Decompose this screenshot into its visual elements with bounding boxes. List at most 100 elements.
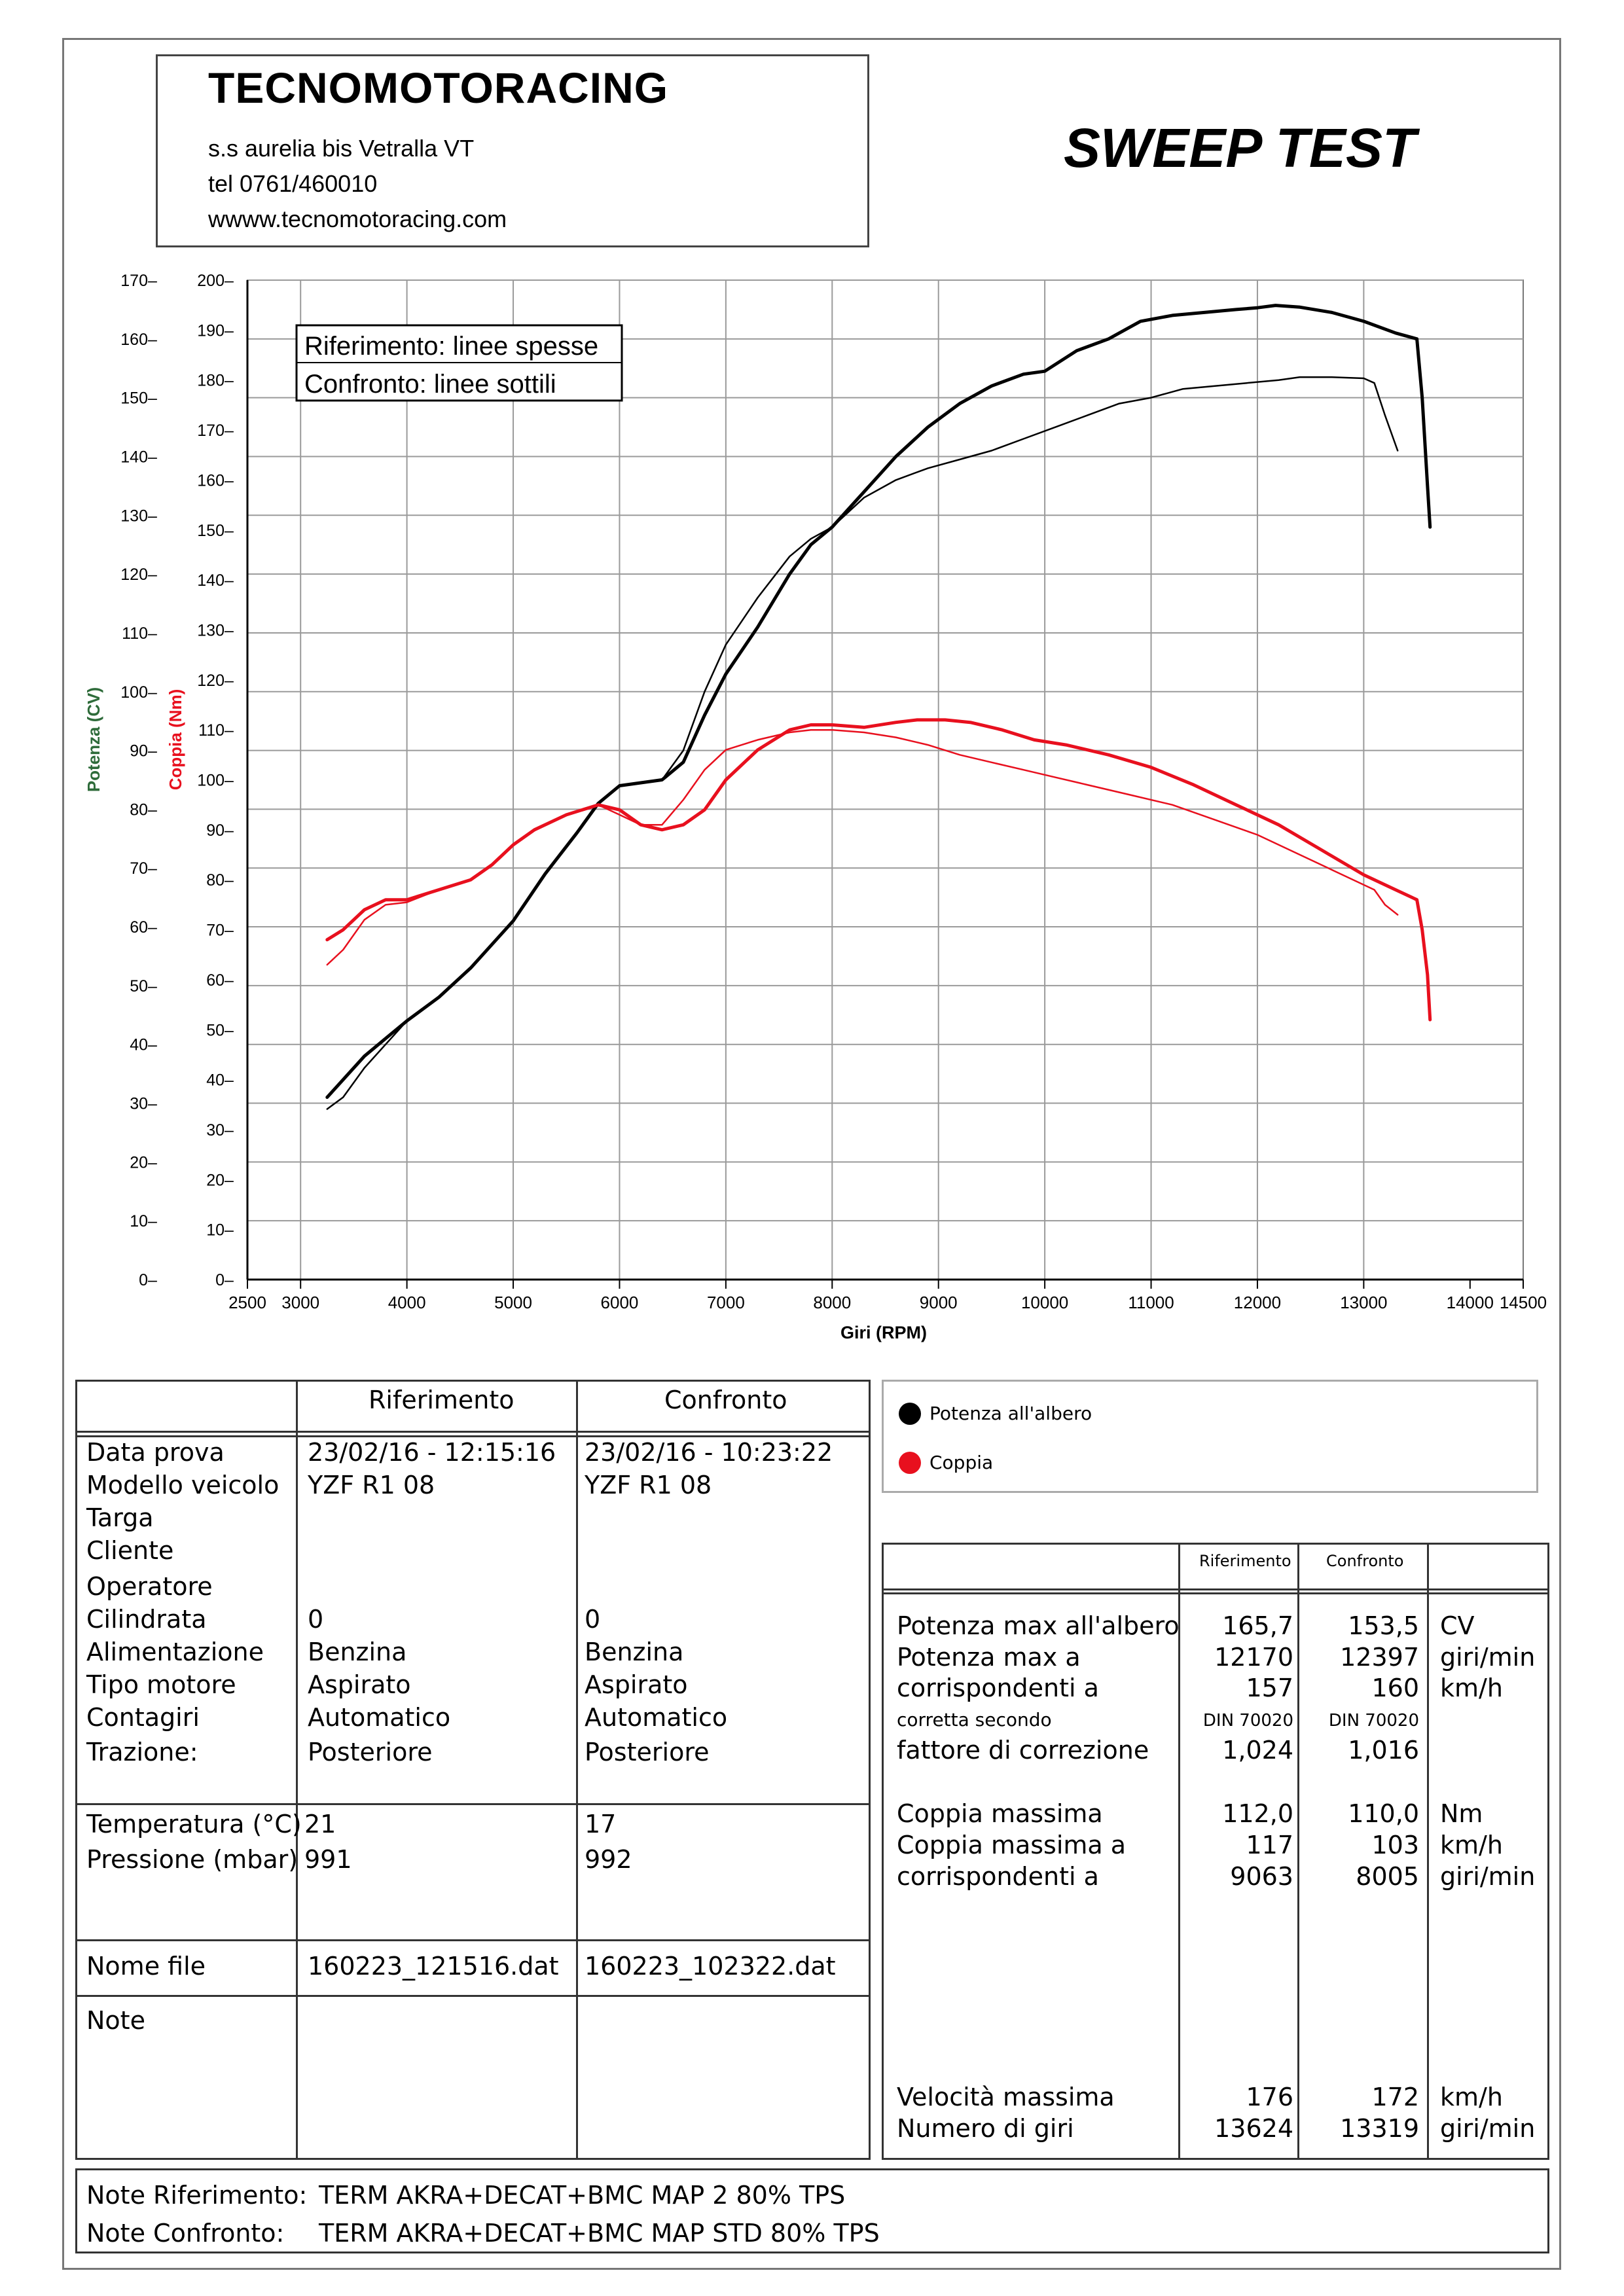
torque-tick-label: 40 bbox=[206, 1071, 225, 1090]
results-header-confronto: Confronto bbox=[1326, 1552, 1404, 1570]
x-axis-label: Giri (RPM) bbox=[840, 1323, 927, 1342]
power-tick-dash: – bbox=[148, 742, 157, 761]
results-table bbox=[882, 1543, 1549, 2160]
company-name: TECNOMOTORACING bbox=[208, 63, 669, 112]
chart-axes: 2500 3000 4000 5000 6000 7000 8000 9000 10000 110… bbox=[120, 272, 1547, 1312]
result-confronto: 153,5 bbox=[1348, 1611, 1419, 1640]
x-tick-label: 14000 bbox=[1447, 1293, 1494, 1312]
power-tick-dash: – bbox=[148, 1212, 157, 1230]
torque-tick-label: 160 bbox=[197, 471, 225, 490]
result-confronto: 160 bbox=[1371, 1674, 1419, 1702]
result-label: Numero di giri bbox=[897, 2114, 1074, 2143]
torque-tick-dash: – bbox=[225, 272, 234, 290]
row-value-confronto: 23/02/16 - 10:23:22 bbox=[585, 1438, 833, 1467]
x-tick-label: 10000 bbox=[1021, 1293, 1068, 1312]
power-tick-label: 80 bbox=[130, 800, 148, 819]
file-riferimento: 160223_121516.dat bbox=[308, 1952, 559, 1981]
power-tick-label: 110 bbox=[122, 624, 148, 643]
row-value-riferimento: Benzina bbox=[308, 1638, 407, 1666]
x-tick-label: 9000 bbox=[920, 1293, 958, 1312]
power-tick-dash: – bbox=[148, 507, 157, 525]
row-value-riferimento: Aspirato bbox=[308, 1670, 411, 1699]
row-value-confronto: Aspirato bbox=[585, 1670, 688, 1699]
row-label: Trazione: bbox=[86, 1738, 198, 1767]
torque-tick-dash: – bbox=[225, 871, 234, 889]
power-tick-label: 70 bbox=[130, 859, 148, 878]
result-label: Potenza max all'albero bbox=[897, 1611, 1180, 1640]
power-tick-dash: – bbox=[148, 918, 157, 937]
torque-tick-dash: – bbox=[225, 621, 234, 639]
page-frame bbox=[62, 38, 1561, 2270]
torque-tick-dash: – bbox=[225, 772, 234, 790]
torque-tick-label: 70 bbox=[206, 922, 225, 940]
result-label: Coppia massima a bbox=[897, 1831, 1127, 1859]
result-confronto: 110,0 bbox=[1348, 1799, 1419, 1828]
result-label: corretta secondo bbox=[897, 1709, 1052, 1731]
result-confronto: 1,016 bbox=[1348, 1736, 1419, 1765]
torque-tick-label: 170 bbox=[197, 422, 225, 440]
power-tick-dash: – bbox=[148, 389, 157, 408]
power-tick-label: 30 bbox=[130, 1095, 148, 1113]
torque-tick-dash: – bbox=[225, 1021, 234, 1039]
company-website: wwww.tecnomotoracing.com bbox=[208, 206, 507, 232]
torque-tick-dash: – bbox=[225, 1271, 234, 1289]
legend-swatch-power bbox=[899, 1403, 921, 1425]
torque-tick-label: 130 bbox=[197, 621, 225, 639]
table-divider bbox=[77, 1995, 869, 1997]
torque-tick-dash: – bbox=[225, 971, 234, 990]
result-confronto: 103 bbox=[1371, 1831, 1419, 1859]
notes-riferimento-value: TERM AKRA+DECAT+BMC MAP 2 80% TPS bbox=[319, 2181, 846, 2210]
notes-box bbox=[75, 2168, 1549, 2253]
result-label: corrispondenti a bbox=[897, 1674, 1099, 1702]
torque-tick-dash: – bbox=[225, 1171, 234, 1189]
legend-swatch-torque bbox=[899, 1452, 921, 1474]
torque-tick-dash: – bbox=[225, 372, 234, 390]
result-riferimento: 176 bbox=[1246, 2083, 1293, 2111]
power-tick-label: 100 bbox=[120, 683, 148, 702]
result-unit: km/h bbox=[1440, 1831, 1503, 1859]
torque-tick-label: 30 bbox=[206, 1121, 225, 1139]
power-tick-label: 150 bbox=[120, 389, 148, 408]
row-value-riferimento: 23/02/16 - 12:15:16 bbox=[308, 1438, 556, 1467]
result-riferimento: 165,7 bbox=[1222, 1611, 1293, 1640]
power-tick-label: 120 bbox=[120, 565, 148, 584]
col-header-riferimento: Riferimento bbox=[369, 1386, 514, 1414]
row-value-riferimento: Automatico bbox=[308, 1703, 451, 1732]
file-label: Nome file bbox=[86, 1952, 206, 1981]
torque-tick-dash: – bbox=[225, 721, 234, 740]
power-tick-label: 50 bbox=[130, 977, 148, 996]
result-label: fattore di correzione bbox=[897, 1736, 1149, 1765]
power-tick-dash: – bbox=[148, 1036, 157, 1054]
result-riferimento: 12170 bbox=[1214, 1643, 1293, 1672]
row-label: Temperatura (°C) bbox=[86, 1810, 302, 1839]
torque-tick-label: 20 bbox=[206, 1171, 225, 1189]
result-confronto: 8005 bbox=[1356, 1862, 1419, 1891]
power-tick-label: 140 bbox=[120, 448, 148, 466]
legend-label-power: Potenza all'albero bbox=[929, 1403, 1092, 1424]
row-value-riferimento: 0 bbox=[308, 1605, 324, 1634]
result-unit: Nm bbox=[1440, 1799, 1483, 1828]
x-tick-label: 8000 bbox=[813, 1293, 851, 1312]
torque-tick-dash: – bbox=[225, 571, 234, 590]
torque-tick-label: 190 bbox=[197, 321, 225, 340]
table-divider bbox=[77, 1803, 869, 1805]
torque-tick-label: 90 bbox=[206, 821, 225, 840]
notes-riferimento-label: Note Riferimento: bbox=[86, 2181, 308, 2210]
torque-tick-label: 150 bbox=[197, 522, 225, 540]
plot-area bbox=[247, 279, 1524, 1280]
x-tick-label: 11000 bbox=[1128, 1293, 1174, 1312]
torque-tick-label: 200 bbox=[197, 272, 225, 290]
torque-tick-label: 60 bbox=[206, 971, 225, 990]
result-label: Coppia massima bbox=[897, 1799, 1103, 1828]
table-divider bbox=[1427, 1543, 1429, 2160]
power-tick-dash: – bbox=[148, 1153, 157, 1172]
result-unit: giri/min bbox=[1440, 1862, 1536, 1891]
power-tick-label: 60 bbox=[130, 918, 148, 937]
power-tick-dash: – bbox=[148, 624, 157, 643]
legend-label-torque: Coppia bbox=[929, 1452, 994, 1473]
table-divider bbox=[77, 1435, 869, 1437]
power-tick-label: 0 bbox=[139, 1271, 148, 1289]
chart-curves bbox=[325, 304, 1432, 1110]
result-confronto: DIN 70020 bbox=[1328, 1711, 1419, 1731]
table-divider bbox=[77, 1939, 869, 1941]
